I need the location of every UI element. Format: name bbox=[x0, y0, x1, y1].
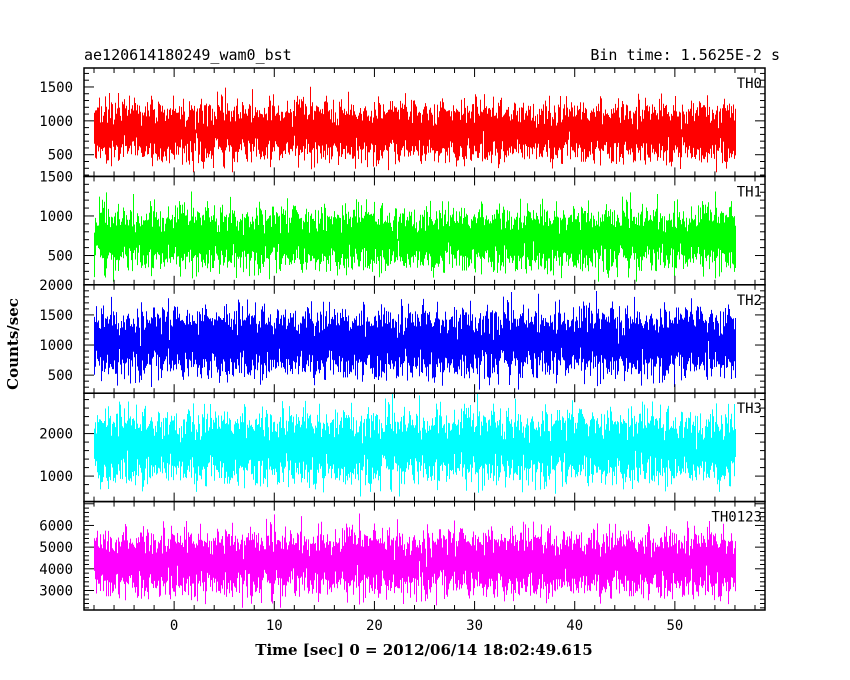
y-tick-label: 500 bbox=[48, 148, 73, 164]
y-tick-label: 1000 bbox=[39, 209, 73, 225]
y-tick-label: 1000 bbox=[39, 114, 73, 130]
panel-th3: 1000 2000 TH3 bbox=[39, 392, 766, 503]
y-tick-label: 1000 bbox=[39, 469, 73, 485]
chart-title: ae120614180249_wam0_bst bbox=[84, 46, 292, 64]
y-tick-label: 2000 bbox=[39, 427, 73, 443]
y-tick-label: 6000 bbox=[39, 518, 73, 534]
x-tick-label: 30 bbox=[466, 618, 483, 634]
y-tick-label: 4000 bbox=[39, 562, 73, 578]
panel-th0123: 3000 4000 5000 6000 TH0123 bbox=[39, 500, 766, 611]
series-th1 bbox=[94, 191, 736, 282]
y-tick-label: 500 bbox=[48, 249, 73, 265]
panel-label-th3: TH3 bbox=[737, 401, 762, 417]
x-axis: 0 10 20 30 40 50 bbox=[170, 618, 683, 634]
panel-th1: 500 1000 1500 TH1 bbox=[39, 169, 766, 286]
series-th0123 bbox=[94, 513, 736, 608]
y-tick-label: 500 bbox=[48, 368, 73, 384]
x-axis-label: Time [sec] 0 = 2012/06/14 18:02:49.615 bbox=[255, 641, 592, 659]
panel-th2: 500 1000 1500 2000 TH2 bbox=[39, 278, 766, 394]
y-axis-label: Counts/sec bbox=[4, 298, 22, 390]
panels-group: 500 1000 1500 TH0 500 1000 1500 TH1 500 1000 1500 2… bbox=[39, 67, 766, 611]
series-th2 bbox=[94, 291, 736, 390]
y-tick-label: 1500 bbox=[39, 169, 73, 185]
panel-label-th0: TH0 bbox=[737, 76, 762, 92]
y-tick-label: 5000 bbox=[39, 540, 73, 556]
panel-th0: 500 1000 1500 TH0 bbox=[39, 67, 766, 178]
y-tick-label: 2000 bbox=[39, 278, 73, 294]
y-tick-label: 1500 bbox=[39, 80, 73, 96]
x-tick-label: 0 bbox=[170, 618, 178, 634]
panel-label-th1: TH1 bbox=[737, 184, 762, 200]
series-th3 bbox=[94, 393, 736, 497]
x-tick-label: 50 bbox=[666, 618, 683, 634]
y-tick-label: 1000 bbox=[39, 338, 73, 354]
x-tick-label: 40 bbox=[566, 618, 583, 634]
series-th0 bbox=[94, 86, 736, 173]
x-tick-label: 20 bbox=[366, 618, 383, 634]
bin-time-label: Bin time: 1.5625E-2 s bbox=[590, 46, 780, 64]
panel-label-th2: TH2 bbox=[737, 293, 762, 309]
y-tick-label: 3000 bbox=[39, 583, 73, 599]
panel-label-th0123: TH0123 bbox=[711, 510, 762, 526]
x-tick-label: 10 bbox=[266, 618, 283, 634]
y-tick-label: 1500 bbox=[39, 308, 73, 324]
